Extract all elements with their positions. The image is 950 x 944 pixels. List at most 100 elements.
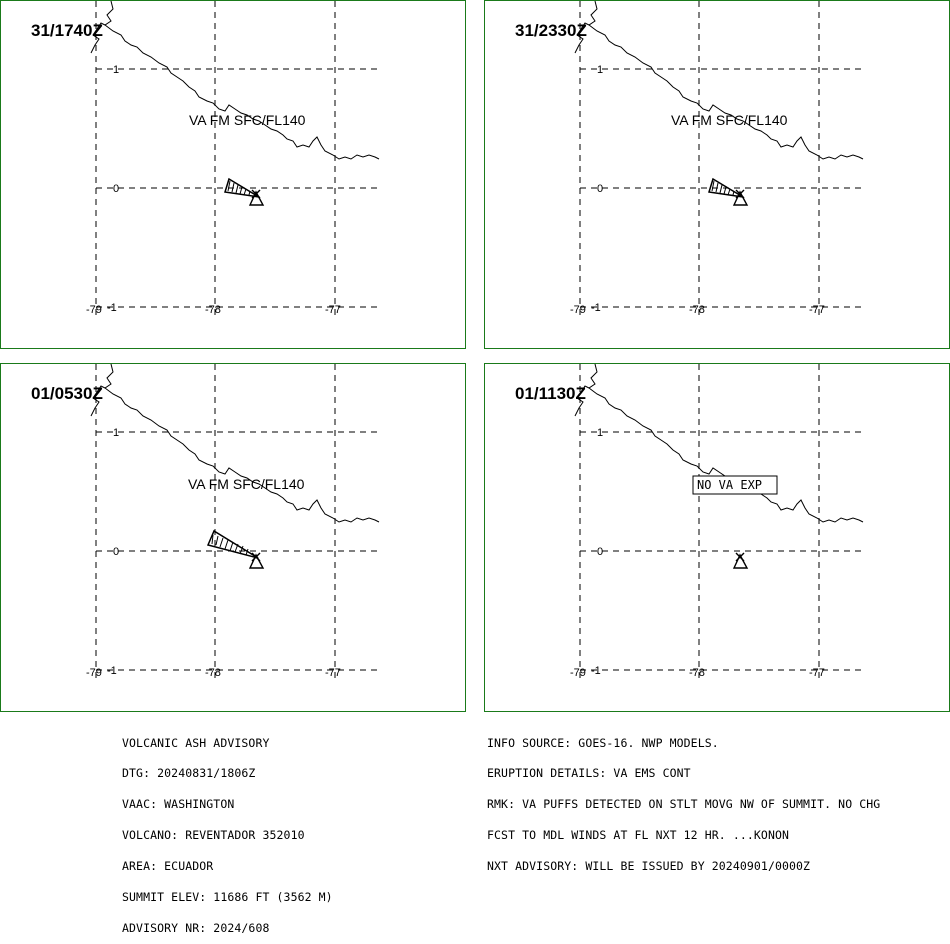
map-panel-3: -79 -78 -77 1 0 -1 01/0530Z VA FM SFC/FL140	[0, 363, 466, 712]
volcano-triangle-icon	[732, 190, 749, 206]
ash-hatch	[211, 534, 214, 545]
coastline	[574, 363, 864, 523]
ash-hatch	[711, 180, 715, 192]
advisory-line: NXT ADVISORY: WILL BE ISSUED BY 20240901…	[487, 859, 811, 874]
advisory-text-right: INFO SOURCE: GOES-16. NWP MODELS. ERUPTI…	[487, 717, 880, 882]
advisory-line: VAAC: WASHINGTON	[122, 797, 235, 812]
forecast-time-label: 01/1130Z	[515, 384, 586, 403]
advisory-line: SUMMIT ELEV: 11686 FT (3562 M)	[122, 890, 333, 905]
advisory-line: RMK: VA PUFFS DETECTED ON STLT MOVG NW O…	[487, 797, 881, 812]
map-canvas-2: -79 -78 -77 1 0 -1 31/2330Z VA FM SFC/FL140	[515, 0, 864, 319]
lat-tick-label: 0	[113, 546, 119, 558]
ash-hatch	[245, 548, 249, 556]
lat-tick-label: 1	[597, 427, 603, 439]
lat-tick-label: 1	[597, 64, 603, 76]
ash-height-label: VA FM SFC/FL140	[188, 476, 305, 492]
coastline	[90, 0, 380, 160]
forecast-time-label: 31/2330Z	[515, 21, 587, 40]
lon-tick-label: -79	[86, 304, 102, 316]
ash-polygon	[708, 177, 744, 198]
advisory-line: FCST TO MDL WINDS AT FL NXT 12 HR. ...KO…	[487, 828, 790, 843]
lon-tick-label: -77	[325, 304, 341, 316]
lon-tick-label: -77	[809, 304, 825, 316]
volcano-marker	[732, 189, 749, 206]
ash-hatch	[227, 180, 231, 192]
map-panel-2: -79 -78 -77 1 0 -1 31/2330Z VA FM SFC/FL140	[484, 0, 950, 349]
lon-tick-label: -78	[689, 304, 705, 316]
ash-hatch	[719, 184, 723, 194]
ash-hatch	[231, 182, 235, 193]
volcano-triangle-icon	[248, 553, 265, 569]
lon-tick-label: -77	[325, 667, 341, 679]
ash-hatch	[239, 186, 243, 195]
lat-tick-label: 0	[597, 546, 603, 558]
map-canvas-4: -79 -78 -77 1 0 -1 01/1130Z NO VA EXP	[515, 363, 864, 682]
ash-hatch	[224, 539, 229, 550]
advisory-line: AREA: ECUADOR	[122, 859, 214, 874]
ash-height-label: VA FM SFC/FL140	[671, 112, 788, 128]
lon-tick-label: -78	[205, 304, 221, 316]
ash-hatch	[248, 190, 251, 196]
ash-hatch	[727, 188, 731, 196]
lat-tick-label: 0	[113, 183, 119, 195]
lat-tick-label: 1	[113, 64, 119, 76]
grid: -79 -78 -77 1 0 -1	[86, 1, 379, 319]
ash-hatch	[239, 545, 244, 555]
map-canvas-1: -79 -78 -77 1 0 -1 31/1740Z VA FM SFC/FL140	[31, 0, 380, 319]
coastline-path	[90, 363, 380, 523]
grid: -79 -78 -77 1 0 -1	[86, 364, 379, 682]
no-ash-box	[692, 475, 778, 495]
ash-plume	[206, 529, 259, 559]
lon-tick-label: -79	[570, 304, 586, 316]
lon-tick-label: -78	[205, 667, 221, 679]
lon-tick-label: -79	[86, 667, 102, 679]
lat-tick-label: -1	[591, 302, 601, 314]
grid: -79 -78 -77 1 0 -1	[570, 364, 863, 682]
ash-hatch	[234, 543, 239, 553]
ash-hatch	[215, 535, 219, 546]
advisory-line: VOLCANO: REVENTADOR 352010	[122, 828, 305, 843]
lat-tick-label: -1	[107, 302, 117, 314]
summit-star-icon	[251, 189, 261, 199]
coastline	[90, 363, 380, 523]
lat-tick-label: -1	[107, 665, 117, 677]
grid: -79 -78 -77 1 0 -1	[570, 1, 863, 319]
ash-plume	[224, 177, 260, 198]
summit-star-icon	[251, 552, 261, 562]
coastline-path	[90, 0, 380, 160]
ash-height-label: VA FM SFC/FL140	[189, 112, 306, 128]
lon-tick-label: -78	[689, 667, 705, 679]
lon-tick-label: -79	[570, 667, 586, 679]
volcano-marker	[248, 189, 265, 206]
ash-hatch	[243, 188, 247, 196]
lat-tick-label: 0	[597, 183, 603, 195]
ash-hatch	[715, 182, 719, 193]
ash-hatch	[235, 184, 239, 194]
map-panel-4: -79 -78 -77 1 0 -1 01/1130Z NO VA EXP	[484, 363, 950, 712]
advisory-line: ERUPTION DETAILS: VA EMS CONT	[487, 766, 691, 781]
ash-polygon	[206, 529, 259, 559]
ash-hatch	[229, 541, 234, 552]
advisory-line: ADVISORY NR: 2024/608	[122, 920, 270, 935]
forecast-time-label: 31/1740Z	[31, 21, 103, 40]
forecast-time-label: 01/0530Z	[31, 384, 103, 403]
advisory-text-left: VOLCANIC ASH ADVISORY DTG: 20240831/1806…	[122, 717, 333, 944]
lat-tick-label: -1	[591, 665, 601, 677]
volcano-triangle-icon	[732, 553, 749, 569]
ash-hatch	[732, 190, 735, 196]
coastline-path	[574, 0, 864, 160]
ash-hatch	[723, 186, 727, 195]
summit-star-icon	[735, 189, 745, 199]
map-panel-1: -79 -78 -77 1 0 -1 31/1740Z VA FM SFC/FL140	[0, 0, 466, 349]
ash-polygon	[224, 177, 260, 198]
volcano-marker	[248, 552, 265, 569]
advisory-line: VOLCANIC ASH ADVISORY	[122, 735, 270, 750]
advisory-line: DTG: 20240831/1806Z	[122, 766, 256, 781]
lat-tick-label: 1	[113, 427, 119, 439]
lon-tick-label: -77	[809, 667, 825, 679]
ash-plume	[708, 177, 744, 198]
map-canvas-3: -79 -78 -77 1 0 -1 01/0530Z VA FM SFC/FL140	[31, 363, 380, 682]
summit-star-icon	[735, 552, 745, 562]
volcano-triangle-icon	[248, 190, 265, 206]
volcano-marker	[732, 552, 749, 569]
